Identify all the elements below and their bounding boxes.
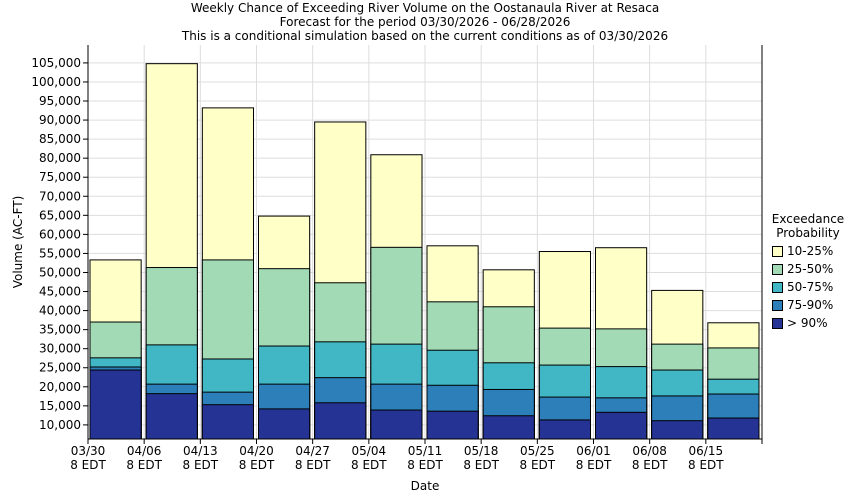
legend: Exceedance Probability 10-25% 25-50% 50-75…: [766, 212, 850, 332]
legend-swatch: [772, 245, 783, 257]
x-tick-label: 05/25: [520, 444, 555, 458]
x-tick-sublabel: 8 EDT: [576, 458, 612, 472]
legend-title: Exceedance Probability: [771, 212, 845, 240]
y-tick-label: 20,000: [39, 380, 81, 394]
x-tick-label: 04/06: [127, 444, 162, 458]
y-tick-label: 55,000: [39, 246, 81, 260]
y-tick-label: 50,000: [39, 265, 81, 279]
x-tick-label: 05/18: [464, 444, 499, 458]
x-tick-label: 06/01: [576, 444, 611, 458]
y-tick-label: 65,000: [39, 208, 81, 222]
legend-item: 75-90%: [766, 296, 850, 314]
y-tick-label: 15,000: [39, 399, 81, 413]
legend-swatch: [772, 263, 783, 275]
y-tick-label: 45,000: [39, 285, 81, 299]
y-tick-label: 60,000: [39, 227, 81, 241]
y-tick-label: 70,000: [39, 189, 81, 203]
x-tick-label: 04/20: [239, 444, 274, 458]
legend-swatch: [772, 281, 783, 293]
x-tick-sublabel: 8 EDT: [407, 458, 443, 472]
bar: [707, 417, 760, 440]
x-tick-sublabel: 8 EDT: [239, 458, 275, 472]
bar: [201, 404, 254, 440]
bar: [314, 402, 367, 440]
legend-swatch: [772, 317, 783, 329]
chart-title: Weekly Chance of Exceeding River Volume …: [191, 1, 659, 15]
bar: [426, 410, 479, 440]
x-axis-label: Date: [411, 479, 440, 493]
x-tick-label: 04/13: [183, 444, 218, 458]
y-tick-label: 105,000: [31, 56, 81, 70]
x-tick-sublabel: 8 EDT: [295, 458, 331, 472]
x-tick-sublabel: 8 EDT: [688, 458, 724, 472]
legend-item: 10-25%: [766, 242, 850, 260]
x-tick-label: 05/11: [408, 444, 443, 458]
chart-subtitle: This is a conditional simulation based o…: [181, 29, 668, 43]
x-tick-sublabel: 8 EDT: [632, 458, 668, 472]
x-tick-label: 04/27: [295, 444, 330, 458]
legend-label: 25-50%: [787, 262, 834, 276]
legend-item: 25-50%: [766, 260, 850, 278]
legend-label: > 90%: [787, 316, 828, 330]
bar: [482, 415, 535, 440]
bar: [89, 369, 142, 440]
legend-label: 50-75%: [787, 280, 834, 294]
x-tick-label: 03/30: [71, 444, 106, 458]
bar: [595, 411, 648, 440]
bar: [651, 420, 704, 440]
bar: [145, 393, 198, 440]
legend-item: 50-75%: [766, 278, 850, 296]
y-tick-label: 25,000: [39, 361, 81, 375]
y-tick-label: 100,000: [31, 75, 81, 89]
y-tick-label: 95,000: [39, 94, 81, 108]
y-tick-label: 85,000: [39, 132, 81, 146]
legend-label: 10-25%: [787, 244, 834, 258]
y-tick-label: 30,000: [39, 342, 81, 356]
bar: [370, 409, 423, 440]
bar: [258, 408, 311, 440]
x-tick-label: 05/04: [352, 444, 387, 458]
x-tick-sublabel: 8 EDT: [520, 458, 556, 472]
x-tick-sublabel: 8 EDT: [126, 458, 162, 472]
x-tick-label: 06/15: [689, 444, 724, 458]
y-tick-label: 35,000: [39, 323, 81, 337]
chart-subtitle: Forecast for the period 03/30/2026 - 06/…: [280, 15, 571, 29]
x-tick-sublabel: 8 EDT: [183, 458, 219, 472]
y-tick-label: 75,000: [39, 170, 81, 184]
y-tick-label: 10,000: [39, 418, 81, 432]
y-tick-label: 40,000: [39, 304, 81, 318]
x-tick-sublabel: 8 EDT: [351, 458, 387, 472]
x-tick-label: 06/08: [632, 444, 667, 458]
bar: [538, 419, 591, 440]
x-tick-sublabel: 8 EDT: [463, 458, 499, 472]
legend-item: > 90%: [766, 314, 850, 332]
y-tick-label: 90,000: [39, 113, 81, 127]
legend-swatch: [772, 299, 783, 311]
y-axis-label: Volume (AC-FT): [11, 196, 25, 289]
legend-label: 75-90%: [787, 298, 834, 312]
y-tick-label: 80,000: [39, 151, 81, 165]
x-tick-sublabel: 8 EDT: [70, 458, 106, 472]
